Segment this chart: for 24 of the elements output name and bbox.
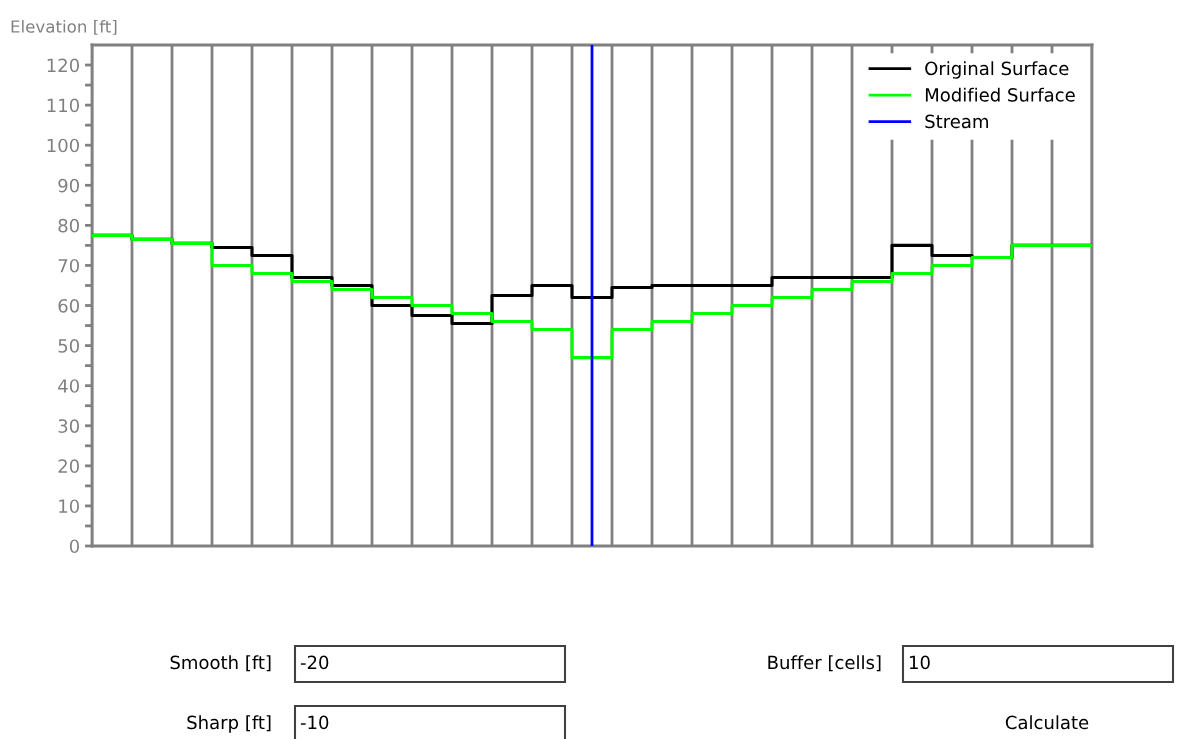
y-tick-label: 60 [58,298,79,313]
y-tick-label: 100 [47,138,79,153]
y-tick-label: 20 [58,459,79,473]
y-axis-title: Elevation [ft] [11,19,117,35]
y-tick-label: 30 [58,419,79,433]
y-tick-label: 80 [58,218,79,233]
y-tick-label: 50 [58,339,79,353]
text: Stream [925,114,988,129]
y-tick-label: 110 [47,98,79,113]
text: -10 [300,715,329,730]
text: -20 [300,655,329,670]
text: Calculate [1005,715,1089,730]
y-tick-label: 40 [58,379,79,393]
legend-label: Modified Surface [925,87,1075,102]
legend-label: Original Surface [925,61,1069,79]
y-tick-label: 0 [69,539,79,554]
text: 10 [909,655,930,670]
text: Buffer [cells] [768,655,881,672]
y-tick-label: 70 [58,258,79,273]
y-tick-label: 10 [59,499,79,514]
y-tick-label: 90 [58,178,79,193]
text: Smooth [ft] [170,655,271,672]
y-tick-label: 120 [47,58,79,73]
text: Sharp [ft] [187,715,271,733]
